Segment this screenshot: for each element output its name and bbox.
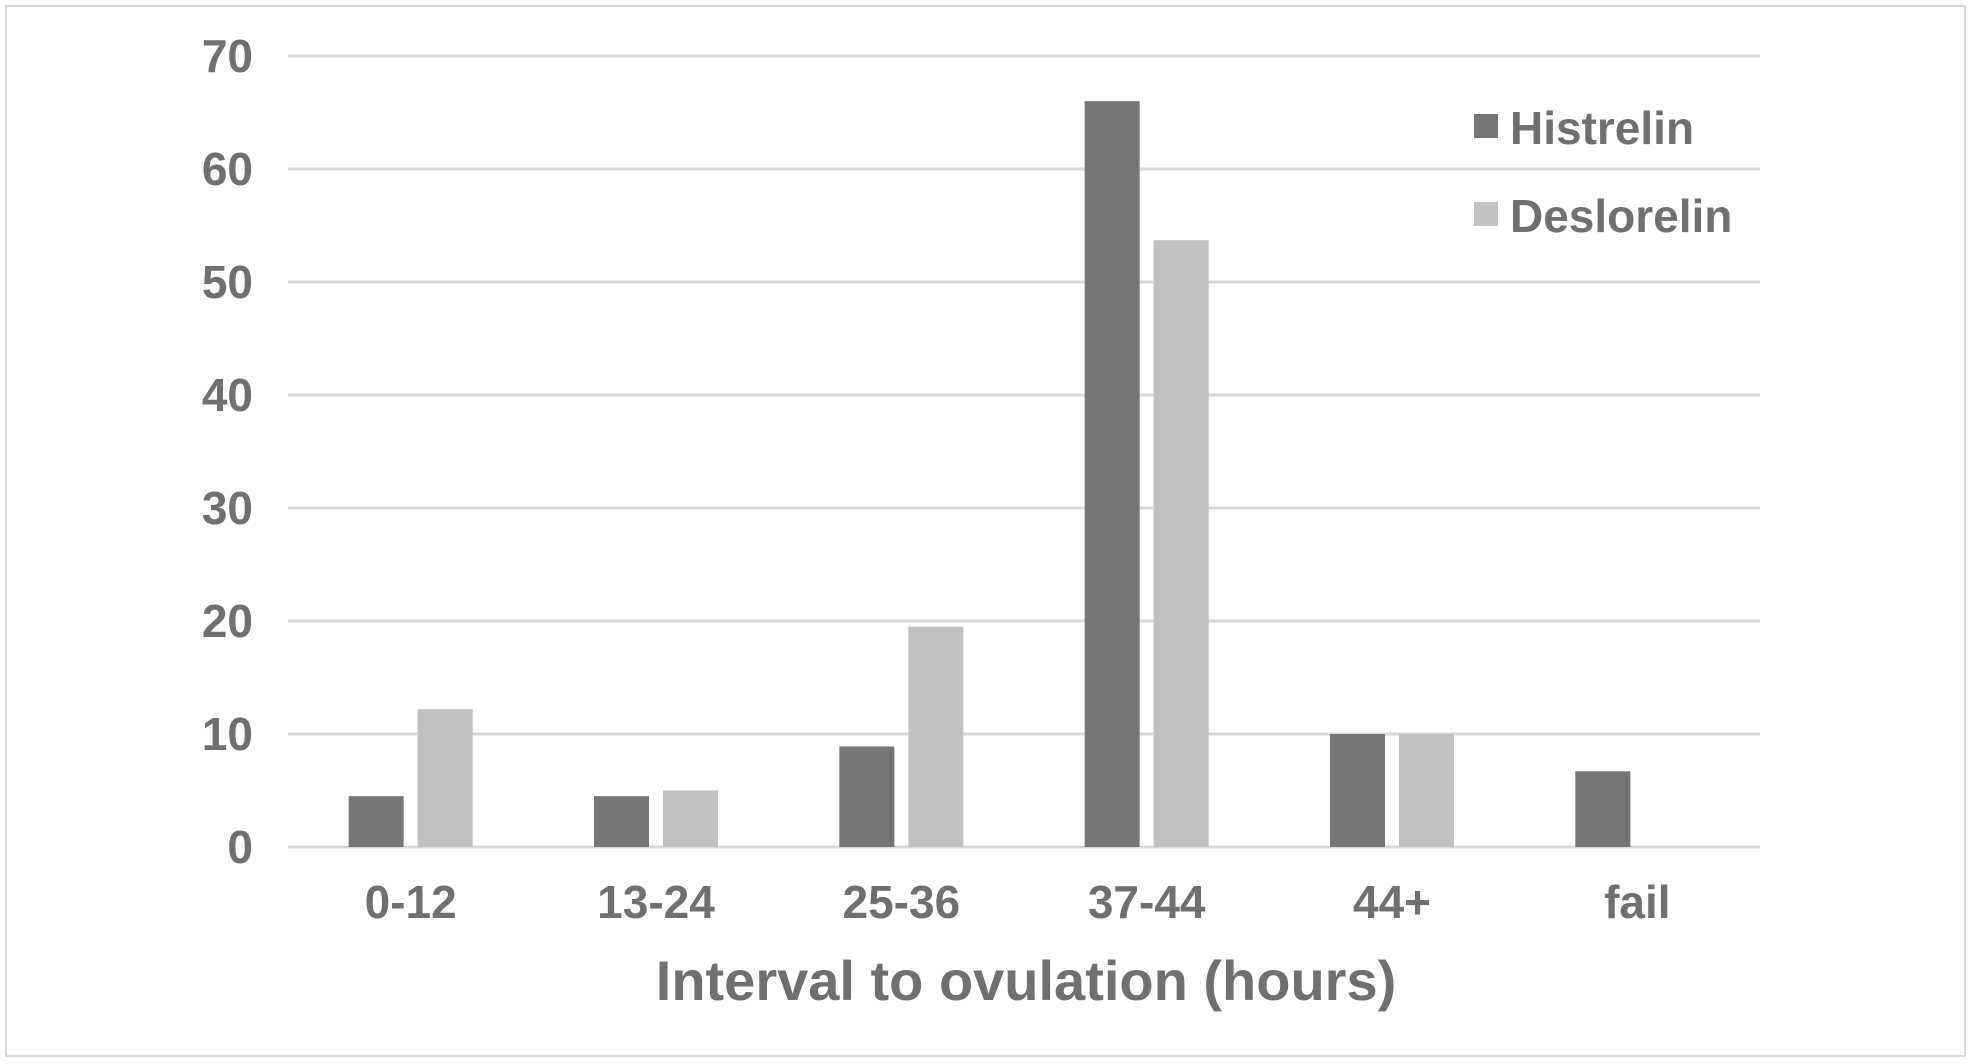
bar-deslorelin-44+ xyxy=(1399,734,1454,847)
legend: Histrelin Deslorelin xyxy=(1474,102,1732,242)
legend-swatch-histrelin xyxy=(1474,114,1498,138)
legend-swatch-deslorelin xyxy=(1474,202,1498,226)
y-tick-label: 60 xyxy=(202,143,253,195)
x-tick-label: 44+ xyxy=(1353,876,1431,928)
bar-histrelin-fail xyxy=(1575,771,1631,847)
bar-histrelin-13-24 xyxy=(594,796,649,847)
x-tick-label: 25-36 xyxy=(843,876,961,928)
legend-label-histrelin: Histrelin xyxy=(1510,102,1694,154)
legend-label-deslorelin: Deslorelin xyxy=(1510,190,1732,242)
chart-frame xyxy=(5,5,1966,1057)
bar-deslorelin-37-44 xyxy=(1153,240,1209,847)
y-axis-tick-labels: 0 10 20 30 40 50 60 70 xyxy=(202,30,253,873)
bar-histrelin-0-12 xyxy=(348,796,404,847)
x-axis-title: Interval to ovulation (hours) xyxy=(656,949,1396,1012)
gridlines xyxy=(288,54,1760,849)
bar-histrelin-44+ xyxy=(1330,734,1385,847)
y-tick-label: 70 xyxy=(202,30,253,82)
bar-histrelin-25-36 xyxy=(839,746,895,847)
bars xyxy=(348,101,1631,847)
x-tick-label: 0-12 xyxy=(365,876,457,928)
y-tick-label: 20 xyxy=(202,595,253,647)
x-tick-label: fail xyxy=(1604,876,1670,928)
bar-deslorelin-13-24 xyxy=(663,790,718,847)
x-axis-tick-labels: 0-12 13-24 25-36 37-44 44+ fail xyxy=(365,876,1671,928)
y-tick-label: 10 xyxy=(202,708,253,760)
bar-histrelin-37-44 xyxy=(1084,101,1140,847)
y-tick-label: 0 xyxy=(227,821,253,873)
y-tick-label: 50 xyxy=(202,256,253,308)
x-tick-label: 13-24 xyxy=(597,876,715,928)
x-tick-label: 37-44 xyxy=(1088,876,1206,928)
bar-deslorelin-0-12 xyxy=(417,709,473,847)
y-tick-label: 40 xyxy=(202,369,253,421)
bar-deslorelin-25-36 xyxy=(908,626,964,847)
y-tick-label: 30 xyxy=(202,482,253,534)
